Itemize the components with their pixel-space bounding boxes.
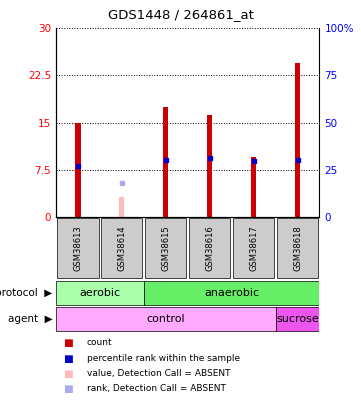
Text: ■: ■ xyxy=(63,338,73,348)
Text: GSM38615: GSM38615 xyxy=(161,225,170,271)
Bar xyxy=(75,123,81,217)
Text: ■: ■ xyxy=(63,354,73,364)
Text: GDS1448 / 264861_at: GDS1448 / 264861_at xyxy=(108,8,253,21)
Bar xyxy=(295,63,300,217)
Bar xyxy=(207,115,212,217)
Bar xyxy=(56,307,275,331)
Text: count: count xyxy=(87,338,112,347)
Text: ■: ■ xyxy=(63,369,73,379)
Bar xyxy=(189,218,230,278)
Bar xyxy=(163,107,168,217)
Text: ■: ■ xyxy=(63,384,73,394)
Text: rank, Detection Call = ABSENT: rank, Detection Call = ABSENT xyxy=(87,384,226,393)
Text: GSM38617: GSM38617 xyxy=(249,225,258,271)
Bar xyxy=(144,281,319,305)
Text: aerobic: aerobic xyxy=(79,288,121,298)
Text: percentile rank within the sample: percentile rank within the sample xyxy=(87,354,240,362)
Bar xyxy=(275,307,319,331)
Text: sucrose: sucrose xyxy=(276,314,319,324)
Text: agent  ▶: agent ▶ xyxy=(8,314,52,324)
Bar xyxy=(233,218,274,278)
Text: GSM38618: GSM38618 xyxy=(293,225,302,271)
Text: protocol  ▶: protocol ▶ xyxy=(0,288,52,298)
Bar xyxy=(119,196,125,217)
Text: value, Detection Call = ABSENT: value, Detection Call = ABSENT xyxy=(87,369,230,378)
Bar xyxy=(57,218,99,278)
Text: GSM38614: GSM38614 xyxy=(117,225,126,271)
Bar xyxy=(251,157,256,217)
Text: GSM38616: GSM38616 xyxy=(205,225,214,271)
Bar xyxy=(56,281,144,305)
Text: anaerobic: anaerobic xyxy=(204,288,259,298)
Text: GSM38613: GSM38613 xyxy=(73,225,82,271)
Text: control: control xyxy=(147,314,185,324)
Bar xyxy=(145,218,186,278)
Bar xyxy=(277,218,318,278)
Bar xyxy=(101,218,143,278)
